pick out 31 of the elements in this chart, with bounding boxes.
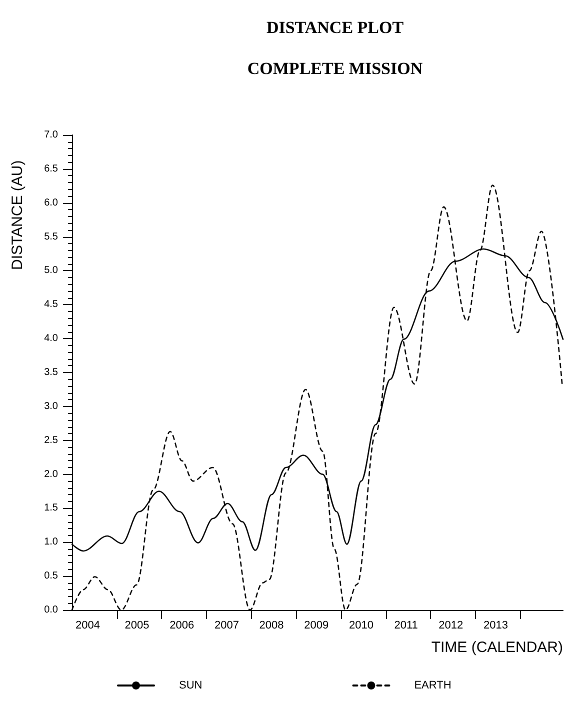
legend-label: SUN [179, 680, 202, 692]
y-tick-label: 5.0 [44, 265, 58, 276]
y-tick-label: 4.5 [44, 299, 58, 310]
x-tick-label: 2006 [170, 620, 194, 632]
y-tick-label: 7.0 [44, 130, 58, 140]
x-tick-label: 2005 [124, 620, 150, 632]
y-tick-label: 2.5 [44, 434, 58, 446]
x-tick-label: 2007 [214, 620, 239, 632]
x-tick-label: 2008 [259, 620, 284, 632]
y-axis-title: DISTANCE (AU) [9, 160, 26, 270]
x-tick-label: 2011 [394, 620, 418, 632]
y-tick-label: 6.0 [44, 197, 58, 208]
x-tick-label: 2009 [304, 620, 329, 632]
y-tick-label: 3.0 [44, 400, 58, 412]
x-tick-label: 2013 [483, 620, 508, 632]
x-axis-title: TIME (CALENDAR) [431, 639, 564, 656]
chart-subtitle: COMPLETE MISSION [247, 59, 424, 78]
y-tick-label: 2.0 [44, 468, 58, 480]
y-tick-label: 4.0 [44, 333, 58, 344]
y-tick-label: 1.5 [44, 502, 58, 514]
y-tick-label: 1.0 [44, 536, 58, 548]
x-tick-label: 2004 [75, 620, 100, 632]
y-tick-label: 3.5 [44, 367, 58, 378]
y-tick-label: 6.5 [44, 163, 58, 174]
legend-label: EARTH [414, 680, 452, 692]
y-tick-label: 5.5 [44, 231, 58, 242]
x-tick-label: 2012 [438, 620, 464, 632]
y-tick-label: 0.5 [44, 570, 58, 582]
x-tick-label: 2010 [348, 620, 374, 632]
chart-title: DISTANCE PLOT [266, 18, 404, 37]
y-tick-label: 0.0 [44, 604, 58, 616]
